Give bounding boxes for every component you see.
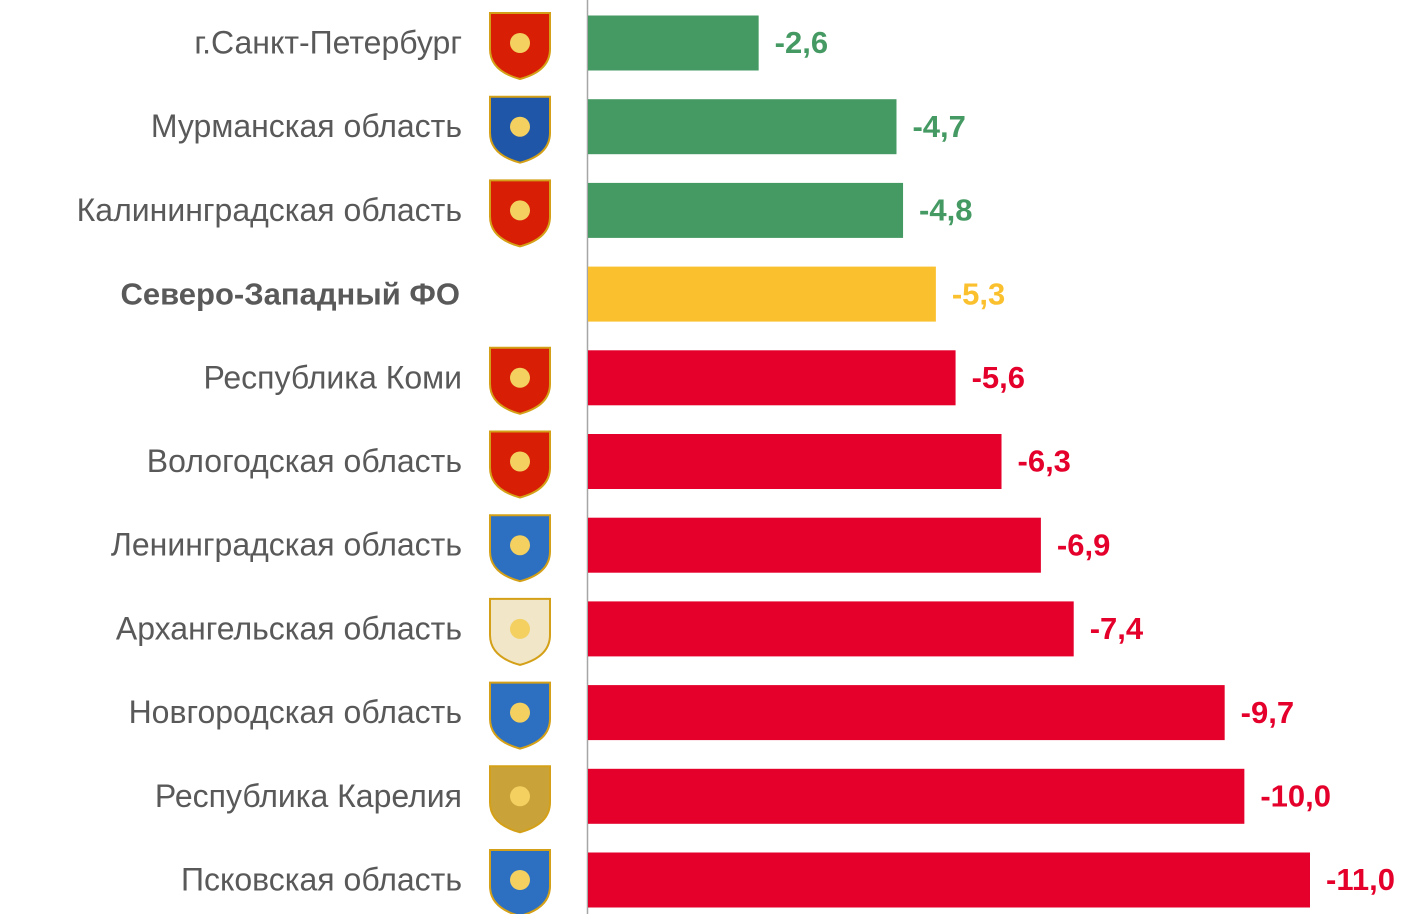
bar bbox=[588, 517, 1041, 573]
bar bbox=[588, 350, 956, 406]
category-label: Новгородская область bbox=[129, 694, 462, 730]
value-label: -5,3 bbox=[952, 276, 1005, 311]
value-label: -6,9 bbox=[1057, 527, 1110, 562]
category-label: Архангельская область bbox=[116, 610, 462, 646]
emblem-detail bbox=[510, 786, 530, 807]
emblem-detail bbox=[510, 702, 530, 723]
category-label: Северо-Западный ФО bbox=[121, 276, 460, 311]
value-label: -7,4 bbox=[1090, 611, 1144, 646]
value-label: -11,0 bbox=[1326, 862, 1395, 897]
bar bbox=[588, 15, 759, 71]
category-label: Псковская область bbox=[181, 861, 462, 897]
category-label: г.Санкт-Петербург bbox=[194, 24, 462, 60]
value-label: -9,7 bbox=[1241, 695, 1294, 730]
bar bbox=[588, 266, 936, 322]
bar bbox=[588, 852, 1310, 908]
emblem-detail bbox=[510, 870, 530, 890]
category-label: Мурманская область bbox=[151, 108, 462, 144]
emblem-detail bbox=[510, 116, 530, 137]
value-label: -4,7 bbox=[912, 109, 965, 144]
value-label: -2,6 bbox=[775, 25, 828, 60]
emblem-detail bbox=[510, 33, 530, 53]
bar bbox=[588, 182, 904, 238]
emblem-detail bbox=[510, 200, 530, 221]
value-label: -5,6 bbox=[972, 360, 1025, 395]
category-label: Вологодская область bbox=[147, 443, 462, 479]
value-label: -4,8 bbox=[919, 193, 972, 228]
emblem-detail bbox=[510, 535, 530, 556]
category-label: Ленинградская область bbox=[111, 527, 462, 563]
bar bbox=[588, 768, 1245, 824]
bar bbox=[588, 434, 1002, 489]
value-label: -6,3 bbox=[1018, 444, 1071, 479]
emblem-detail bbox=[510, 451, 530, 472]
category-label: Республика Коми bbox=[203, 359, 462, 395]
bar bbox=[588, 685, 1225, 741]
category-label: Калининградская область bbox=[77, 192, 462, 228]
emblem-detail bbox=[510, 618, 530, 639]
emblem-detail bbox=[510, 367, 530, 388]
bar bbox=[588, 601, 1074, 657]
bar bbox=[588, 99, 897, 155]
category-label: Республика Карелия bbox=[155, 778, 462, 814]
value-label: -10,0 bbox=[1260, 778, 1331, 813]
